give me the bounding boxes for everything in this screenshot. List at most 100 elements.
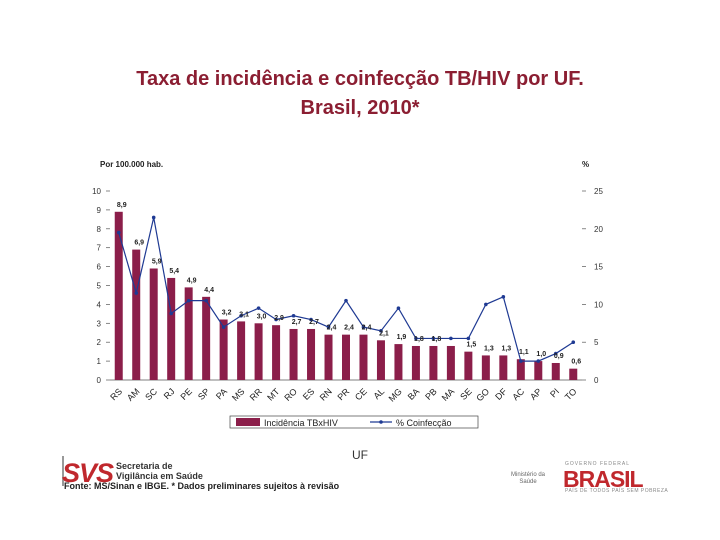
coinfection-point (256, 306, 261, 310)
labels: 8,9 RS 6,9 AM 5,9 SC 5,4 RJ 4,9 PE 4,4 SP 3,2 PA 3,1 MS… (108, 202, 581, 404)
legend: Incidência TBxHIV % Coinfecção (229, 415, 479, 429)
bar (499, 355, 508, 380)
coinfection-point (344, 298, 348, 303)
x-tick-label: TO (563, 386, 579, 402)
bar (446, 345, 455, 380)
bar-value-label: 2,4 (344, 325, 354, 332)
bars (114, 211, 578, 380)
bar-value-label: 4,4 (204, 287, 214, 294)
coinfection-point (536, 359, 541, 363)
coinfection-point (169, 311, 173, 316)
right-tick-label: 20 (594, 225, 603, 234)
bar-value-label: 5,4 (169, 268, 179, 275)
coinfection-point (553, 351, 558, 356)
bar (219, 319, 228, 380)
left-tick-label: 1 (97, 357, 102, 366)
coinfection-point (274, 317, 278, 322)
x-tick-label: SC (143, 386, 159, 402)
bar (184, 287, 193, 380)
left-tick-label: 5 (97, 282, 102, 291)
coinfection-point (396, 306, 401, 310)
bar-value-label: 2,4 (327, 325, 337, 332)
bar-value-label: 1,3 (484, 345, 494, 352)
bar (516, 359, 525, 380)
legend-line-marker (379, 420, 383, 424)
x-tick-label: RO (282, 386, 299, 403)
coinfection-point (291, 313, 296, 318)
bar-value-label: 1,3 (501, 345, 511, 352)
coinfection-point (309, 317, 313, 322)
coinfection-point (519, 359, 523, 363)
bar (429, 345, 438, 380)
x-tick-label: AL (372, 386, 387, 401)
coinfection-point (134, 291, 139, 295)
chart-title-line1: Taxa de incidência e coinfecção TB/HIV p… (136, 68, 584, 90)
coinfection-point (449, 336, 453, 341)
x-tick-label: PR (335, 386, 351, 402)
brasil-logo: BRASIL (563, 466, 644, 492)
bar (569, 368, 578, 380)
bar (342, 334, 350, 380)
legend-bar-swatch (236, 418, 260, 426)
left-tick-label: 8 (97, 225, 102, 234)
coinfection-point (116, 230, 121, 235)
bar (376, 340, 385, 380)
left-axis-title: Por 100.000 hab. (100, 160, 163, 169)
legend-bar-label: Incidência TBxHIV (264, 418, 338, 428)
x-tick-label: PB (423, 386, 439, 402)
bar-value-label: 8,9 (117, 202, 127, 209)
bar (289, 328, 298, 380)
brasil-bottom-text: PAÍS DE TODOS PAÍS SEM POBREZA (565, 488, 669, 494)
left-tick-label: 7 (97, 244, 102, 253)
coinfection-point (431, 336, 436, 341)
left-tick-label: 6 (97, 263, 102, 272)
bar-value-label: 1,8 (414, 336, 424, 343)
bar (167, 277, 176, 380)
bar-value-label: 1,5 (467, 342, 477, 349)
bar (272, 325, 281, 380)
x-tick-label: PI (548, 386, 561, 399)
ministerio-line1: Ministério da (510, 472, 545, 478)
svs-org-name: Secretaria de Vigilância em Saúde (116, 461, 203, 481)
bar (132, 249, 141, 380)
coinfection-point (186, 298, 191, 303)
coinfection-point (484, 302, 488, 307)
bar-value-label: 5,9 (152, 258, 162, 265)
bar-value-label: 3,2 (222, 310, 232, 317)
coinfection-point (221, 325, 226, 329)
x-tick-label: PE (179, 386, 195, 402)
coinfection-line (116, 215, 576, 363)
logo-divider (62, 456, 64, 486)
x-tick-label: MS (230, 386, 247, 403)
x-tick-label: BA (406, 386, 422, 402)
coinfection-point (379, 329, 383, 333)
bar (464, 351, 473, 380)
bar-value-label: 1,9 (397, 334, 407, 341)
bar (114, 211, 123, 380)
x-tick-label: SE (458, 386, 474, 402)
x-tick-label: CE (353, 386, 369, 402)
bar-value-label: 4,9 (187, 277, 197, 284)
bar-value-label: 0,9 (554, 353, 564, 360)
coinfection-point (361, 325, 366, 329)
x-tick-label: ES (301, 386, 317, 402)
bar (202, 296, 211, 380)
coinfection-point (414, 336, 418, 341)
svs-org-line1: Secretaria de (116, 461, 173, 471)
bar-value-label: 2,7 (292, 319, 302, 326)
left-tick-label: 0 (97, 376, 102, 385)
coinfection-point (571, 340, 576, 345)
right-tick-label: 25 (594, 187, 603, 196)
coinfection-point (326, 325, 331, 329)
coinfection-point (466, 336, 471, 341)
bar-value-label: 2,7 (309, 319, 319, 326)
bar (394, 344, 403, 380)
bar (149, 268, 158, 380)
x-tick-label: RS (108, 386, 124, 402)
coinfection-point (239, 313, 243, 318)
source-note: Fonte: MS/Sinan e IBGE. * Dados prelimin… (64, 481, 340, 491)
right-tick-label: 5 (594, 338, 599, 347)
bar-value-label: 3,0 (257, 313, 267, 320)
x-tick-label: RJ (162, 386, 177, 401)
x-tick-label: AP (528, 386, 544, 402)
